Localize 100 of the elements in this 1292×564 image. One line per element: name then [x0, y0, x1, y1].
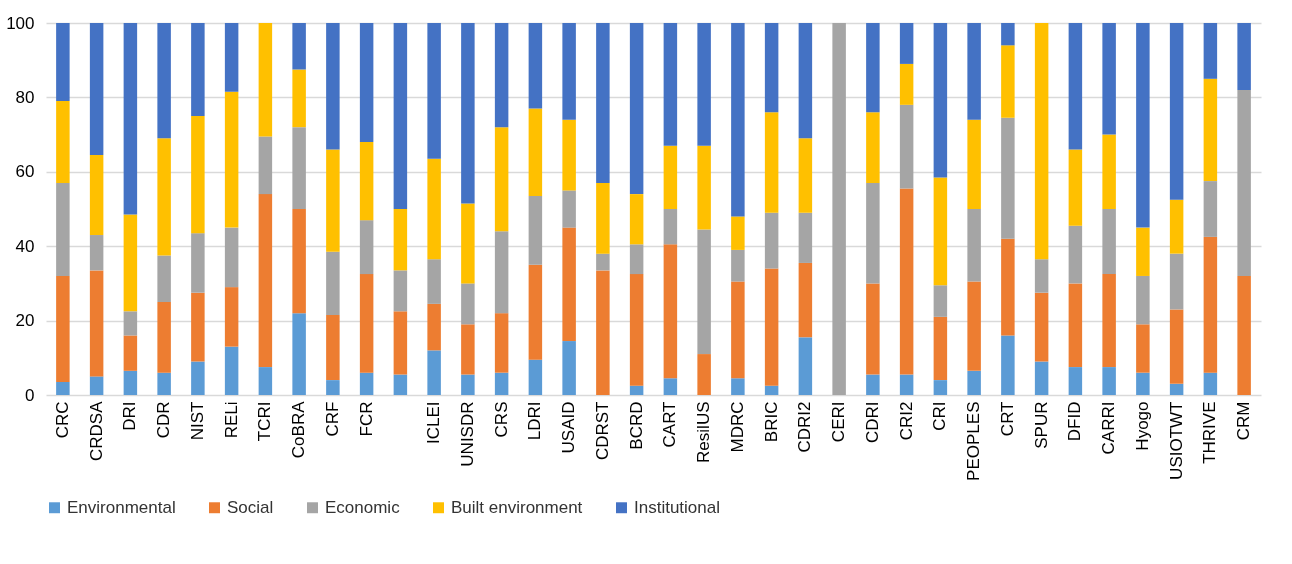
- bar: [326, 251, 340, 316]
- bar: [123, 214, 138, 312]
- bar: [191, 116, 205, 234]
- x-tick-label: CART: [660, 401, 680, 448]
- bar: [1001, 23, 1015, 46]
- bar: [258, 194, 273, 368]
- bar: [1068, 23, 1083, 150]
- x-tick-label: Hyogo: [1132, 401, 1152, 451]
- bar: [461, 283, 475, 325]
- bar: [89, 235, 104, 271]
- bar: [866, 283, 880, 375]
- y-tick-label: 40: [15, 236, 35, 256]
- x-tick-label: USIOTWT: [1166, 401, 1186, 480]
- bar: [89, 270, 104, 377]
- bar: [1136, 372, 1150, 395]
- bar: [1102, 23, 1116, 135]
- bar: [731, 216, 745, 250]
- x-tick-label: FCR: [356, 401, 376, 437]
- bar: [933, 380, 948, 395]
- bar: [123, 335, 138, 371]
- bar: [1034, 292, 1049, 362]
- bar: [629, 23, 644, 195]
- bar: [1102, 367, 1116, 395]
- bar: [1169, 23, 1184, 200]
- bar: [1068, 283, 1083, 368]
- bar: [359, 274, 374, 373]
- x-tick-label: CDRI2: [795, 401, 815, 453]
- bar: [1169, 199, 1184, 254]
- bar: [123, 370, 138, 395]
- bar: [89, 376, 104, 395]
- x-tick-label: CRI: [930, 401, 950, 431]
- bar: [393, 270, 408, 312]
- bar: [1169, 253, 1184, 310]
- bar: [1001, 238, 1015, 336]
- bar: [359, 142, 374, 221]
- x-tick-label: CRDSA: [86, 400, 106, 462]
- x-tick-label: CRI2: [896, 401, 916, 441]
- bar: [157, 138, 171, 256]
- legend-label: Social: [227, 497, 274, 517]
- bar: [528, 264, 543, 360]
- bar: [528, 195, 543, 265]
- bar: [866, 182, 880, 284]
- bar: [933, 23, 948, 178]
- x-tick-label: DRI: [120, 401, 140, 431]
- bar: [1068, 367, 1083, 395]
- bar: [258, 136, 273, 195]
- x-tick-label: CDRI: [862, 401, 882, 444]
- bar: [798, 23, 813, 139]
- bar: [596, 23, 610, 183]
- bar: [56, 275, 70, 382]
- bar: [731, 281, 745, 379]
- bar: [89, 23, 104, 156]
- bar: [89, 155, 104, 236]
- x-tick-label: CERI: [829, 401, 849, 443]
- bar: [427, 158, 441, 260]
- bar: [494, 313, 509, 373]
- bar: [562, 341, 576, 395]
- bar: [494, 127, 509, 232]
- x-tick-label: DFID: [1065, 401, 1085, 442]
- bar: [224, 287, 239, 347]
- bar: [157, 372, 171, 395]
- bar: [1001, 117, 1015, 239]
- bar: [596, 182, 610, 254]
- bar: [596, 270, 610, 395]
- x-tick-label: RELi: [221, 401, 241, 439]
- bar: [933, 177, 948, 286]
- bar: [494, 372, 509, 395]
- x-tick-label: CDR: [154, 401, 174, 439]
- bar: [798, 212, 813, 263]
- bar: [1136, 275, 1150, 325]
- bar: [1203, 78, 1218, 182]
- bar: [764, 268, 779, 386]
- bar: [562, 190, 576, 228]
- bar: [393, 23, 408, 209]
- bar: [528, 23, 543, 109]
- bar: [731, 23, 745, 217]
- bar: [798, 337, 813, 395]
- bar: [663, 378, 678, 395]
- bar: [427, 303, 441, 351]
- bar: [461, 374, 475, 395]
- bar: [798, 262, 813, 338]
- bar: [866, 112, 880, 183]
- x-tick-label: THRIVE: [1200, 401, 1220, 464]
- bar: [191, 361, 205, 395]
- bar: [764, 212, 779, 269]
- bar: [629, 274, 644, 386]
- bar: [191, 23, 205, 116]
- bar: [191, 292, 205, 362]
- bar: [359, 220, 374, 275]
- legend-label: Built environment: [451, 497, 583, 517]
- bar: [562, 119, 576, 191]
- bar: [461, 324, 475, 375]
- y-tick-label: 0: [25, 385, 35, 405]
- bar: [663, 209, 678, 245]
- x-tick-label: UNISDR: [457, 401, 477, 467]
- bar: [562, 23, 576, 120]
- bar: [393, 374, 408, 395]
- bar: [326, 23, 340, 150]
- bar: [359, 23, 374, 143]
- x-tick-label: NIST: [187, 401, 207, 441]
